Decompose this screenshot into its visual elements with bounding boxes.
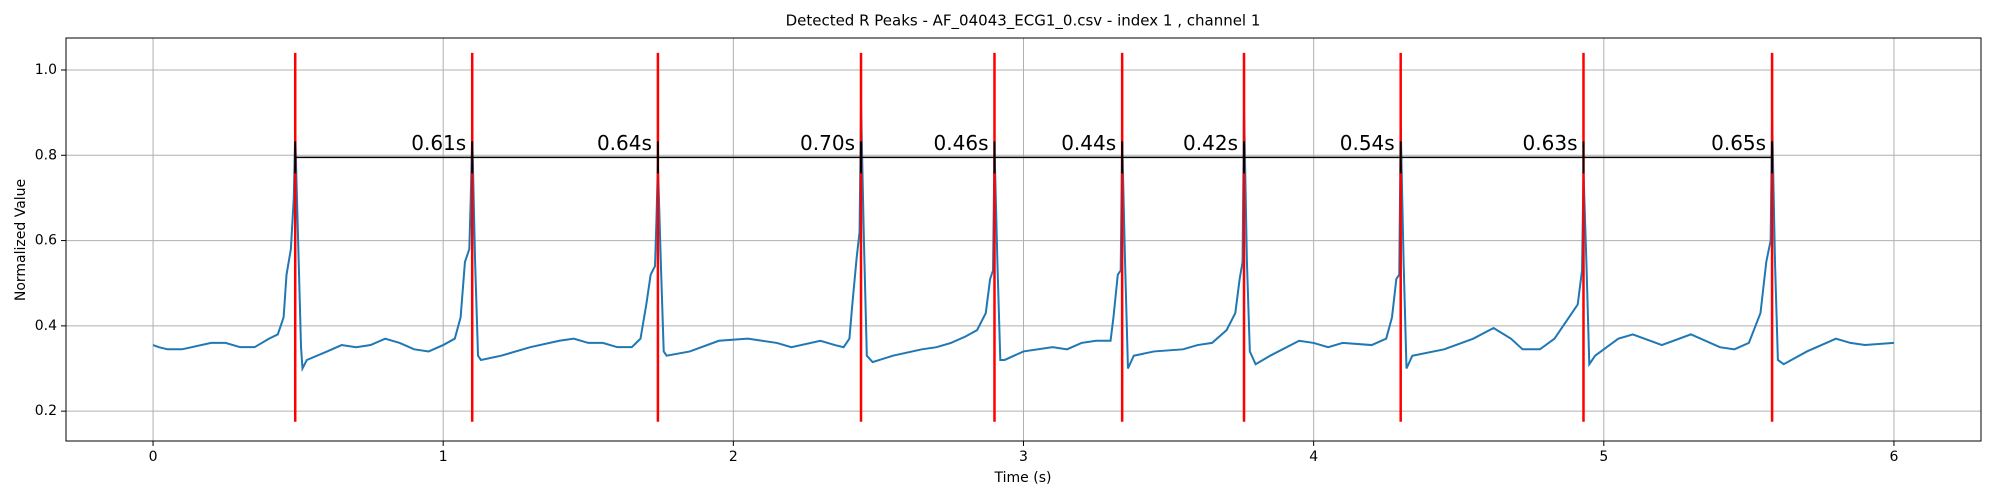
interval-label: 0.70s [800,131,855,155]
interval-label: 0.64s [597,131,652,155]
interval-label: 0.42s [1183,131,1238,155]
chart-title: Detected R Peaks - AF_04043_ECG1_0.csv -… [786,12,1261,31]
interval-label: 0.63s [1523,131,1578,155]
x-tick-label: 5 [1599,449,1608,465]
x-tick-label: 2 [729,449,738,465]
interval-label: 0.61s [411,131,466,155]
x-tick-label: 0 [149,449,158,465]
y-tick-label: 0.2 [35,403,57,419]
y-tick-label: 0.6 [35,233,57,249]
x-tick-label: 1 [439,449,448,465]
y-tick-label: 0.8 [35,147,57,163]
y-axis-label: Normalized Value [13,179,29,301]
x-axis-label: Time (s) [994,470,1052,486]
ecg-line [152,104,1895,373]
interval-label: 0.65s [1711,131,1766,155]
x-tick-label: 4 [1309,449,1318,465]
interval-label: 0.46s [934,131,989,155]
interval-label: 0.44s [1061,131,1116,155]
plot-frame [65,37,1982,442]
interval-label: 0.54s [1340,131,1395,155]
x-tick-label: 3 [1019,449,1028,465]
x-tick-label: 6 [1889,449,1898,465]
y-tick-label: 1.0 [35,62,57,78]
y-tick-label: 0.4 [35,318,57,334]
